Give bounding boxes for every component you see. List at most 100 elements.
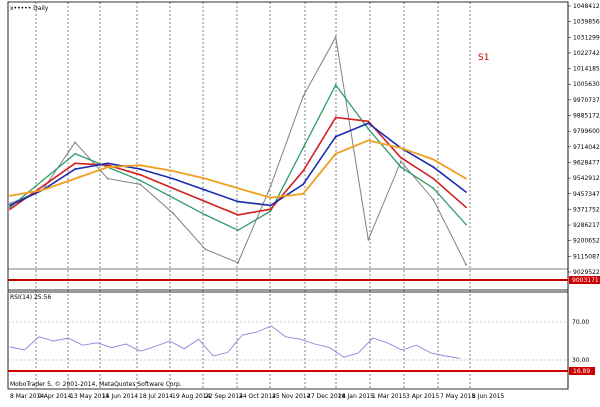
series-point [41,189,44,191]
date-tick-label: 24 Oct 2014 [239,393,276,400]
series-point [367,120,370,123]
series-point [106,164,109,167]
date-tick-label: 18 Jul 2014 [139,393,173,400]
series-point [432,166,435,169]
rsi-value-label: 16.89 [573,368,590,375]
copyright-text: MoboTrader 5, © 2001-2014, MetaQuotes So… [10,381,182,388]
series-point [465,191,467,193]
series-point [74,177,77,180]
date-tick-label: 3 Apr 2015 [406,393,439,400]
series-point [302,183,305,186]
price-scale-label: 10484127 [573,3,600,10]
series-point [302,170,305,172]
series-point [106,162,109,165]
series-point [334,135,337,138]
series-point [302,193,305,195]
series-point [367,139,370,142]
price-scale-label: 9286217 [573,222,600,229]
price-scale-label: 10056302 [573,81,600,88]
series-point [139,168,142,170]
series-point [269,185,272,188]
series-point [9,208,11,211]
series-point [204,200,207,203]
series-point [171,196,174,199]
series-point [432,187,435,190]
signal-label[interactable]: S1 [478,53,489,63]
series-point [139,173,142,176]
price-scale: 10484127 10398565 10312997 10227423 10141850… [568,3,600,276]
series-point [269,210,272,213]
series-point [171,212,174,214]
series-point [74,152,77,155]
series-point [334,36,337,39]
price-scale-label: 9542912 [573,175,600,182]
series-point [302,95,305,98]
price-scale-label: 9628477 [573,159,600,166]
series-point [204,177,207,180]
date-tick-label: 7 May 2015 [440,393,475,400]
price-scale-label: 9970737 [573,97,600,104]
price-scale-label: 9200652 [573,238,600,245]
chart-series [9,35,467,266]
series-point [41,179,44,182]
rsi-level-30-label: 30.00 [572,357,589,364]
rsi-line [9,325,461,359]
price-scale-label: 9457347 [573,191,600,198]
price-scale-label: 9799600 [573,128,600,135]
series-point [74,141,77,144]
series-point [269,196,272,199]
series-point [465,206,467,209]
series-point [367,128,370,130]
series-point [399,156,402,159]
date-tick-label: 28 Jan 2015 [338,393,374,400]
vertical-grid [7,2,471,389]
main-chart-frame [7,1,569,291]
series-point [9,206,11,209]
rsi-level-70-label: 70.00 [572,319,589,326]
price-scale-label: 10398565 [573,19,600,26]
series-point [41,185,44,188]
price-scale-label: 9885172 [573,113,600,120]
series-point [204,214,207,216]
series-point [139,183,142,186]
series-line-1 [9,83,467,231]
series-line-2 [9,116,467,216]
rsi-label: RSI(14) 25.56 [10,294,51,301]
series-point [399,166,402,169]
series-point [334,152,337,155]
series-point [139,164,142,167]
series-point [171,177,174,180]
series-point [237,200,239,203]
series-point [139,179,142,182]
series-point [465,263,467,266]
price-scale-label: 10312997 [573,34,600,41]
series-point [9,202,11,205]
series-point [465,223,467,226]
series-point [204,189,207,191]
series-point [237,187,239,190]
series-point [74,162,77,165]
series-point [9,194,11,197]
price-scale-label: 9371752 [573,206,600,213]
series-point [432,158,435,161]
series-point [171,170,174,172]
price-scale-label: 9714042 [573,144,600,151]
date-tick-label: 22 Sep 2014 [205,393,243,400]
series-line-3 [9,122,467,207]
price-scale-label: 10141850 [573,66,600,73]
series-point [106,177,109,180]
chart-title: x••••• Daily [10,5,49,12]
series-point [9,204,11,207]
date-tick-label: 19 Aug 2014 [172,393,211,400]
series-point [334,116,337,119]
price-scale-label: 10227423 [573,50,600,57]
series-point [302,147,305,149]
series-point [367,238,370,241]
date-tick-label: 9 Apr 2014 [38,393,71,400]
series-point [237,214,239,216]
series-point [399,160,402,163]
series-point [74,168,77,170]
series-point [432,177,435,180]
